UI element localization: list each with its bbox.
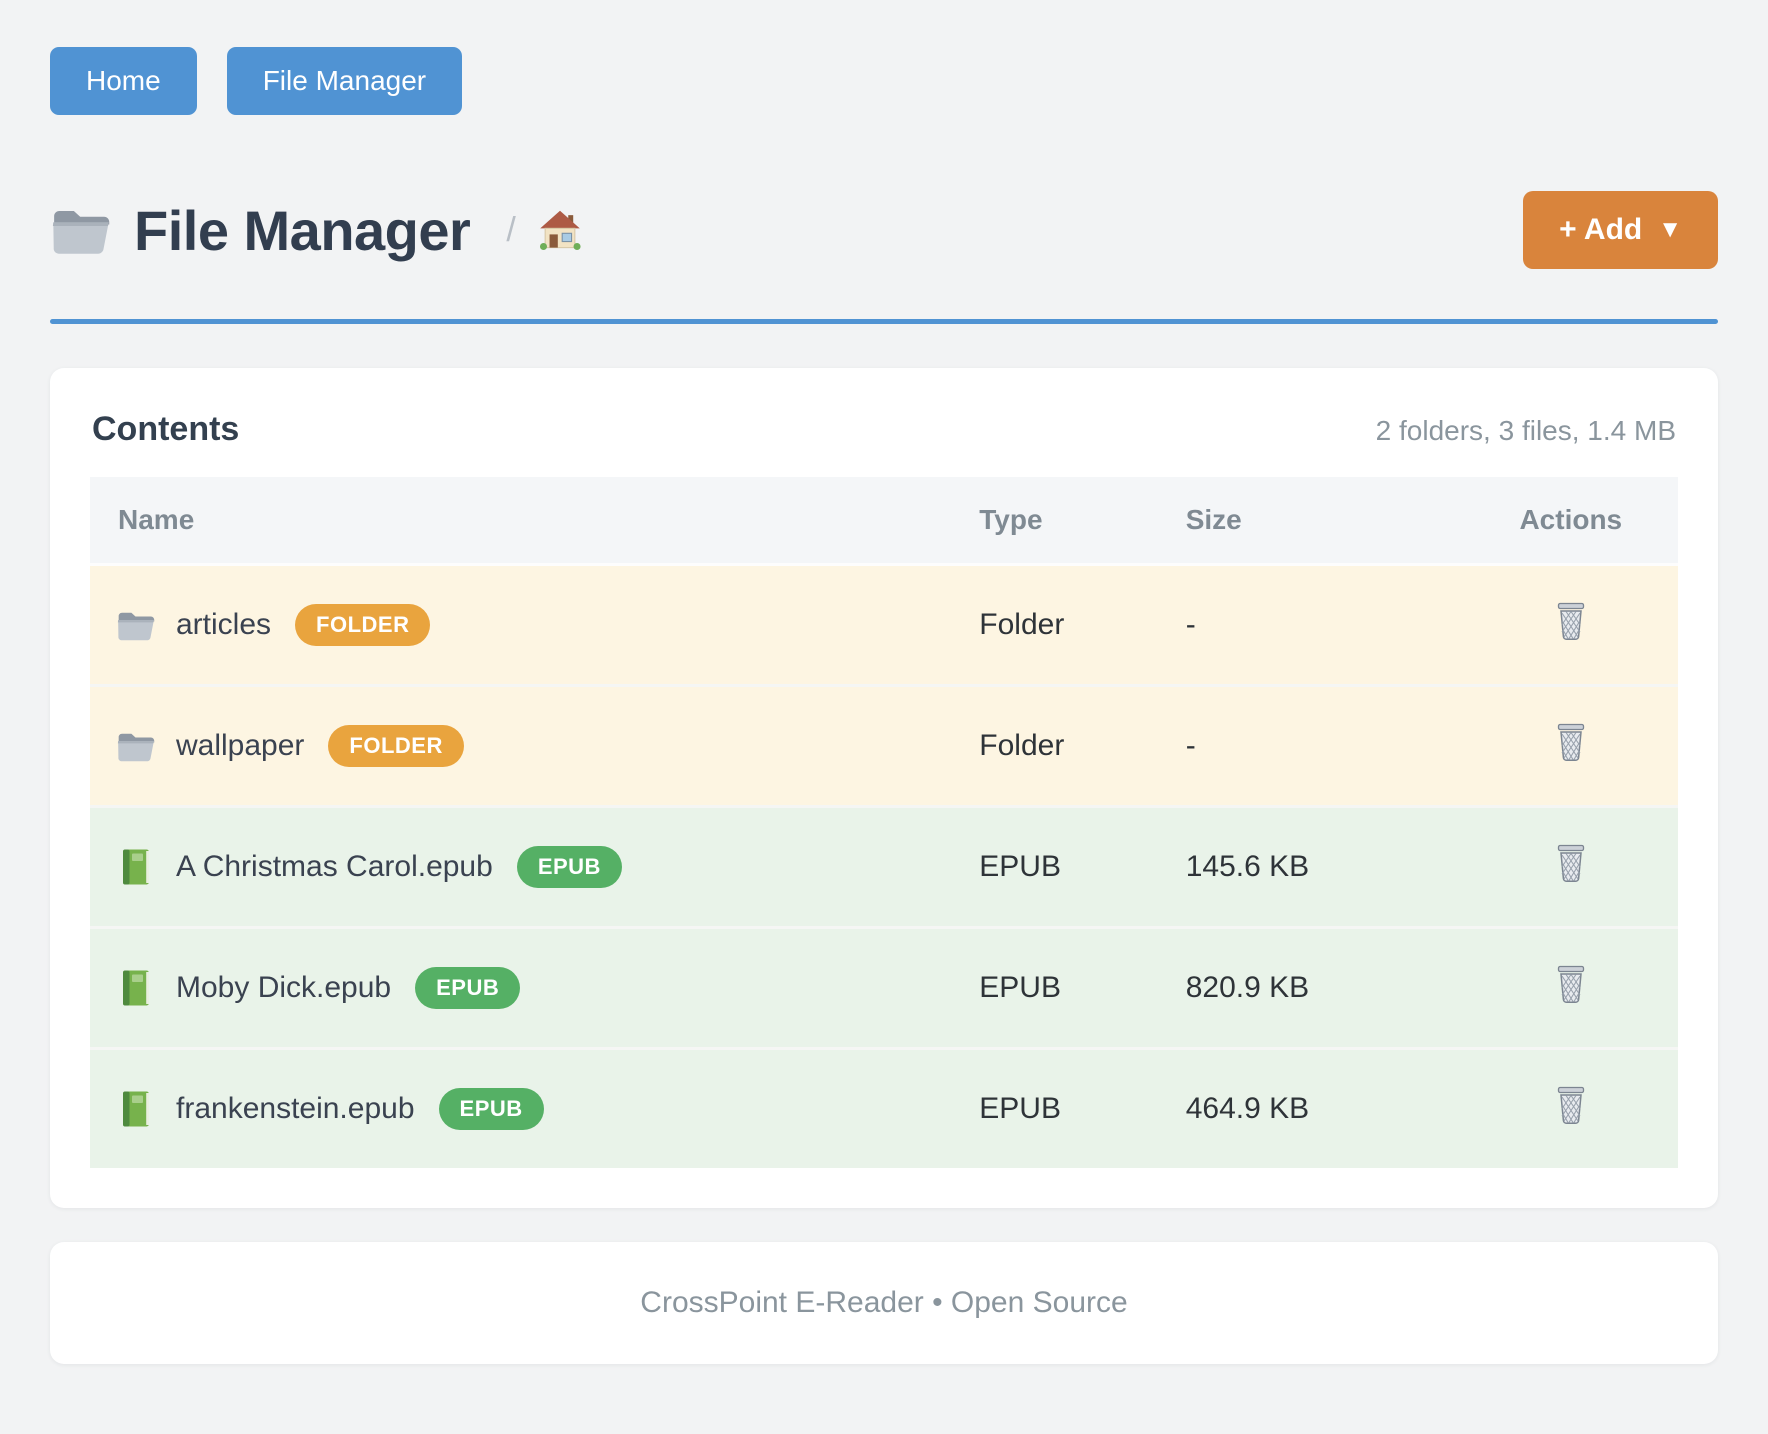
folder-icon [50,203,112,257]
file-table: Name Type Size Actions articles FOLDER F… [90,477,1678,1168]
item-type: EPUB [979,1092,1061,1125]
nav-file-manager-button[interactable]: File Manager [226,47,463,115]
header-divider [50,319,1718,324]
delete-button[interactable] [1551,720,1591,766]
trash-icon [1553,964,1589,1006]
trash-icon [1553,722,1589,764]
delete-button[interactable] [1551,1083,1591,1129]
delete-button[interactable] [1551,599,1591,645]
house-icon [538,208,582,252]
item-size: 820.9 KB [1185,971,1310,1004]
book-icon [116,848,156,886]
page-header: File Manager / + Add ▼ [50,191,1718,269]
trash-icon [1553,843,1589,885]
item-name: A Christmas Carol.epub [176,850,493,883]
column-header-size: Size [1185,477,1464,565]
item-type: Folder [979,729,1065,762]
table-row: frankenstein.epub EPUB EPUB 464.9 KB [90,1048,1678,1168]
item-name: articles [176,608,272,641]
table-row: A Christmas Carol.epub EPUB EPUB 145.6 K… [90,806,1678,928]
folder-link[interactable]: articles FOLDER [90,604,979,646]
file-link[interactable]: A Christmas Carol.epub EPUB [90,846,979,888]
table-row: articles FOLDER Folder - [90,564,1678,686]
page-title: File Manager [134,198,471,262]
contents-summary: 2 folders, 3 files, 1.4 MB [1375,415,1676,446]
trash-icon [1553,1085,1589,1127]
trash-icon [1553,601,1589,643]
footer-text: CrossPoint E-Reader • Open Source [640,1286,1128,1319]
table-row: wallpaper FOLDER Folder - [90,685,1678,807]
delete-button[interactable] [1551,841,1591,887]
type-badge: EPUB [516,846,622,888]
nav-home-button[interactable]: Home [50,47,197,115]
item-name: Moby Dick.epub [176,971,392,1004]
item-size: 145.6 KB [1185,850,1310,883]
folder-icon [116,606,156,644]
footer: CrossPoint E-Reader • Open Source [50,1242,1718,1364]
item-type: EPUB [979,971,1061,1004]
type-badge: EPUB [438,1088,544,1130]
item-name: wallpaper [176,729,305,762]
breadcrumb-home-link[interactable] [538,208,582,252]
top-navigation: Home File Manager [50,47,1718,115]
column-header-type: Type [979,477,1186,565]
book-icon [116,969,156,1007]
column-header-actions: Actions [1463,477,1678,565]
item-type: EPUB [979,850,1061,883]
table-header-row: Name Type Size Actions [90,477,1678,565]
type-badge: FOLDER [328,725,464,767]
add-button-label: + Add [1559,213,1643,246]
chevron-down-icon: ▼ [1658,216,1682,243]
add-button[interactable]: + Add ▼ [1523,191,1718,269]
type-badge: EPUB [415,967,521,1009]
item-size: 464.9 KB [1185,1092,1310,1125]
type-badge: FOLDER [295,604,431,646]
contents-heading: Contents [92,410,240,448]
item-size: - [1185,729,1196,762]
file-link[interactable]: frankenstein.epub EPUB [90,1088,979,1130]
folder-icon [116,727,156,765]
column-header-name: Name [90,477,980,565]
contents-card: Contents 2 folders, 3 files, 1.4 MB Name… [50,368,1718,1208]
book-icon [116,1090,156,1128]
item-type: Folder [979,608,1065,641]
file-link[interactable]: Moby Dick.epub EPUB [90,967,979,1009]
breadcrumb-separator: / [506,210,516,249]
delete-button[interactable] [1551,962,1591,1008]
item-size: - [1185,608,1196,641]
table-row: Moby Dick.epub EPUB EPUB 820.9 KB [90,927,1678,1049]
folder-link[interactable]: wallpaper FOLDER [90,725,979,767]
item-name: frankenstein.epub [176,1092,415,1125]
